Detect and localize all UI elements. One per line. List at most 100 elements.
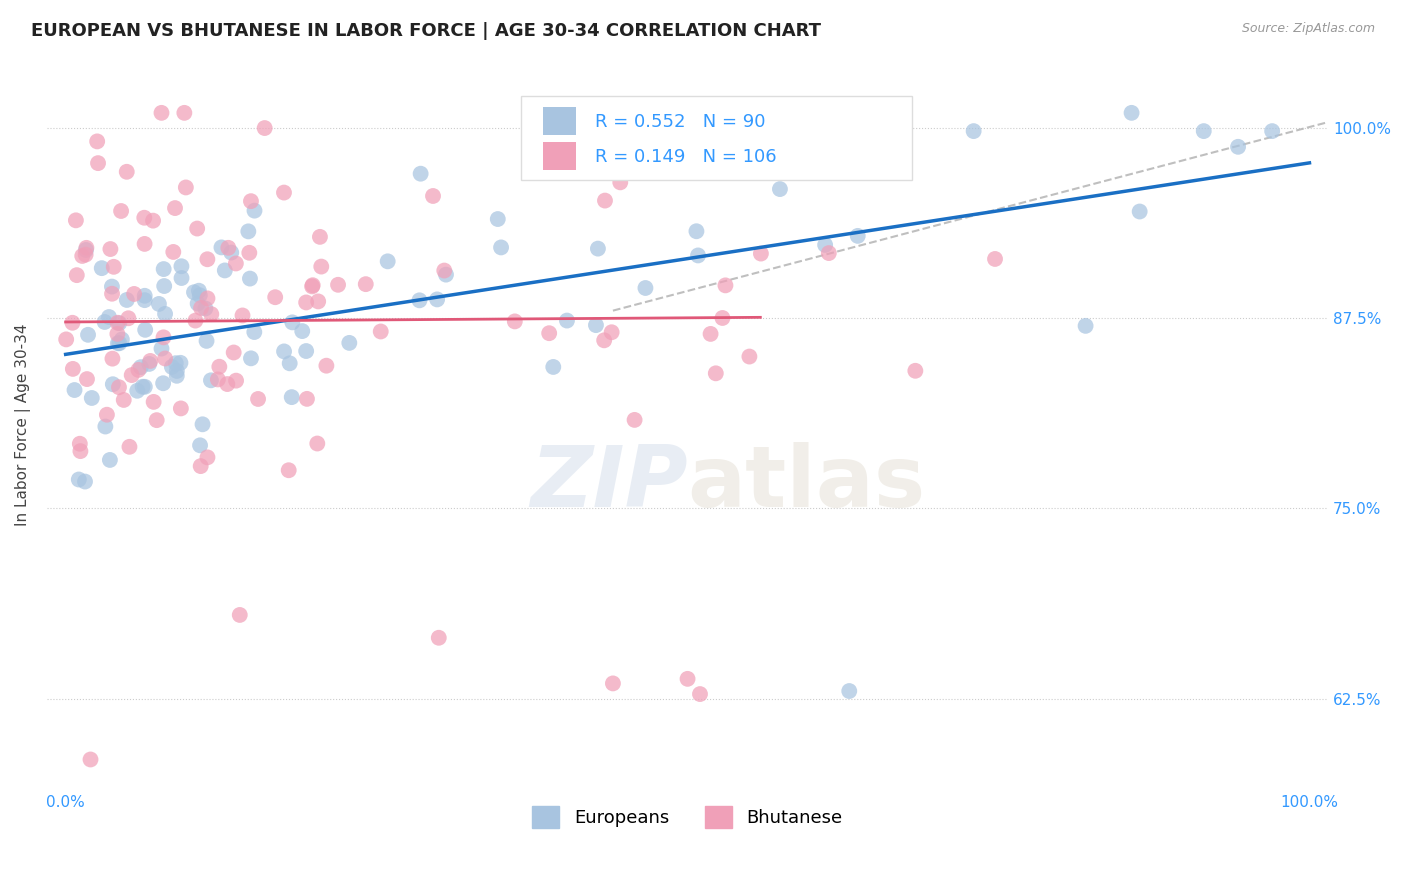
Point <box>714 278 737 293</box>
Text: atlas: atlas <box>688 442 925 524</box>
Point <box>1129 204 1152 219</box>
Point <box>307 436 329 450</box>
Point <box>354 277 377 292</box>
Text: ZIP: ZIP <box>530 442 688 524</box>
Point <box>315 359 337 373</box>
Text: R = 0.149   N = 106: R = 0.149 N = 106 <box>595 148 778 166</box>
Point <box>225 374 247 388</box>
Point <box>55 332 77 346</box>
Point <box>150 106 173 120</box>
Point <box>76 372 98 386</box>
Point <box>311 260 333 274</box>
Point <box>96 408 118 422</box>
Point <box>984 252 1007 266</box>
Point <box>197 450 219 465</box>
Text: Source: ZipAtlas.com: Source: ZipAtlas.com <box>1241 22 1375 36</box>
Point <box>301 278 323 293</box>
Point <box>134 289 156 303</box>
Point <box>127 363 149 377</box>
Point <box>75 243 97 257</box>
Point <box>207 372 229 386</box>
Point <box>187 296 209 310</box>
Point <box>105 326 128 341</box>
Point <box>190 459 212 474</box>
Point <box>188 288 211 302</box>
Point <box>422 189 444 203</box>
Point <box>191 417 214 432</box>
Point <box>174 180 197 194</box>
FancyBboxPatch shape <box>543 107 576 135</box>
Point <box>239 194 262 209</box>
Point <box>101 377 124 392</box>
Point <box>240 351 263 366</box>
Point <box>160 359 183 374</box>
Point <box>273 344 295 359</box>
Point <box>173 106 195 120</box>
Point <box>197 292 219 306</box>
Point <box>101 351 124 366</box>
Point <box>231 309 253 323</box>
Point <box>301 279 323 293</box>
Point <box>486 212 509 227</box>
Point <box>377 254 399 268</box>
Point <box>273 186 295 200</box>
Point <box>676 672 699 686</box>
Point <box>186 221 208 235</box>
Point <box>153 279 176 293</box>
Point <box>1074 318 1097 333</box>
Point <box>100 242 122 256</box>
Point <box>93 315 115 329</box>
Point <box>163 201 186 215</box>
Point <box>195 252 218 267</box>
Point <box>73 475 96 489</box>
Point <box>65 213 87 227</box>
Point <box>153 307 176 321</box>
Point <box>107 336 129 351</box>
Point <box>75 241 97 255</box>
Point <box>634 281 657 295</box>
Point <box>699 326 721 341</box>
Point <box>593 194 616 208</box>
Point <box>152 262 174 277</box>
Point <box>247 392 270 406</box>
Point <box>225 256 247 270</box>
Point <box>238 224 260 238</box>
Point <box>162 244 184 259</box>
Text: R = 0.552   N = 90: R = 0.552 N = 90 <box>595 112 766 130</box>
Point <box>87 156 110 170</box>
Point <box>184 313 207 327</box>
Point <box>253 121 276 136</box>
Point <box>838 684 860 698</box>
Point <box>115 293 138 307</box>
Point <box>239 271 262 285</box>
Point <box>107 316 129 330</box>
Point <box>1261 124 1284 138</box>
Point <box>409 167 432 181</box>
Point <box>602 676 624 690</box>
Point <box>134 211 156 225</box>
Point <box>295 295 318 310</box>
Point <box>101 286 124 301</box>
Point <box>90 261 112 276</box>
Point <box>214 263 236 277</box>
Point <box>134 380 156 394</box>
Point <box>134 236 156 251</box>
Point <box>704 367 727 381</box>
Point <box>75 247 97 261</box>
Point <box>620 106 643 120</box>
Point <box>69 436 91 450</box>
Point <box>609 175 631 189</box>
Point <box>264 290 287 304</box>
Point <box>62 362 84 376</box>
Point <box>1227 140 1250 154</box>
Point <box>121 368 143 383</box>
Point <box>243 325 266 339</box>
Point <box>835 158 858 172</box>
Point <box>1121 106 1143 120</box>
Point <box>111 333 134 347</box>
Point <box>150 342 173 356</box>
Point <box>148 297 170 311</box>
Point <box>217 241 239 255</box>
Y-axis label: In Labor Force | Age 30-34: In Labor Force | Age 30-34 <box>15 324 31 526</box>
Point <box>79 752 101 766</box>
